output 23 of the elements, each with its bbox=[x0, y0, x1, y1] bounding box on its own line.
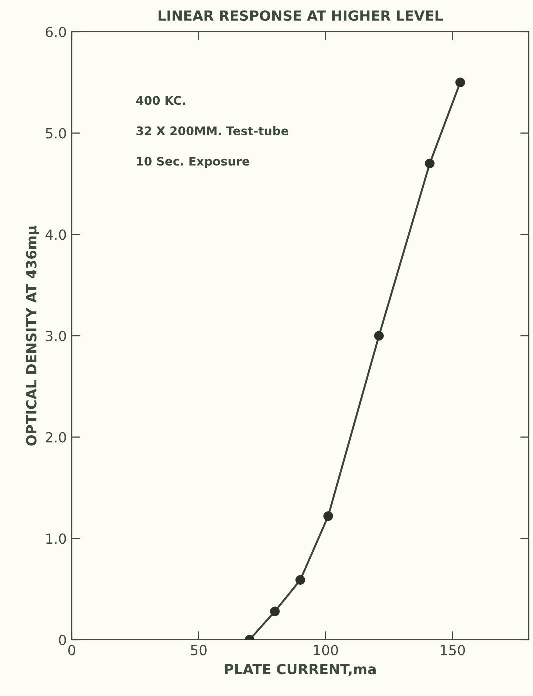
point bbox=[270, 606, 280, 616]
point bbox=[324, 512, 334, 522]
point bbox=[425, 158, 435, 169]
y-tick-label: 3.0 bbox=[46, 330, 66, 342]
x-tick-label: 0 bbox=[68, 645, 76, 656]
y-tick-label: 6.0 bbox=[46, 26, 66, 38]
y-tick-label: 2.0 bbox=[46, 432, 66, 443]
annotation: 10 Sec. Exposure bbox=[137, 157, 250, 168]
x-tick-label: 150 bbox=[441, 645, 466, 656]
x-axis-title: PLATE CURRENT,ma bbox=[225, 664, 376, 676]
chart-title: LINEAR RESPONSE AT HIGHER LEVEL bbox=[158, 10, 444, 22]
y-tick-label: 0 bbox=[59, 634, 66, 646]
y-axis-title: OPTICAL DENSITY AT 436mμ bbox=[26, 226, 40, 446]
point bbox=[296, 575, 306, 586]
y-tick-label: 4.0 bbox=[46, 230, 66, 240]
x-tick-label: 100 bbox=[314, 645, 338, 656]
point bbox=[374, 331, 384, 341]
annotation: 400 KC. bbox=[136, 96, 186, 106]
y-tick-label: 5.0 bbox=[46, 128, 66, 139]
annotation: 32 X 200MM. Test-tube bbox=[136, 126, 288, 136]
y-tick-label: 1.0 bbox=[46, 534, 66, 544]
point bbox=[456, 78, 466, 88]
x-tick-label: 50 bbox=[191, 645, 207, 656]
